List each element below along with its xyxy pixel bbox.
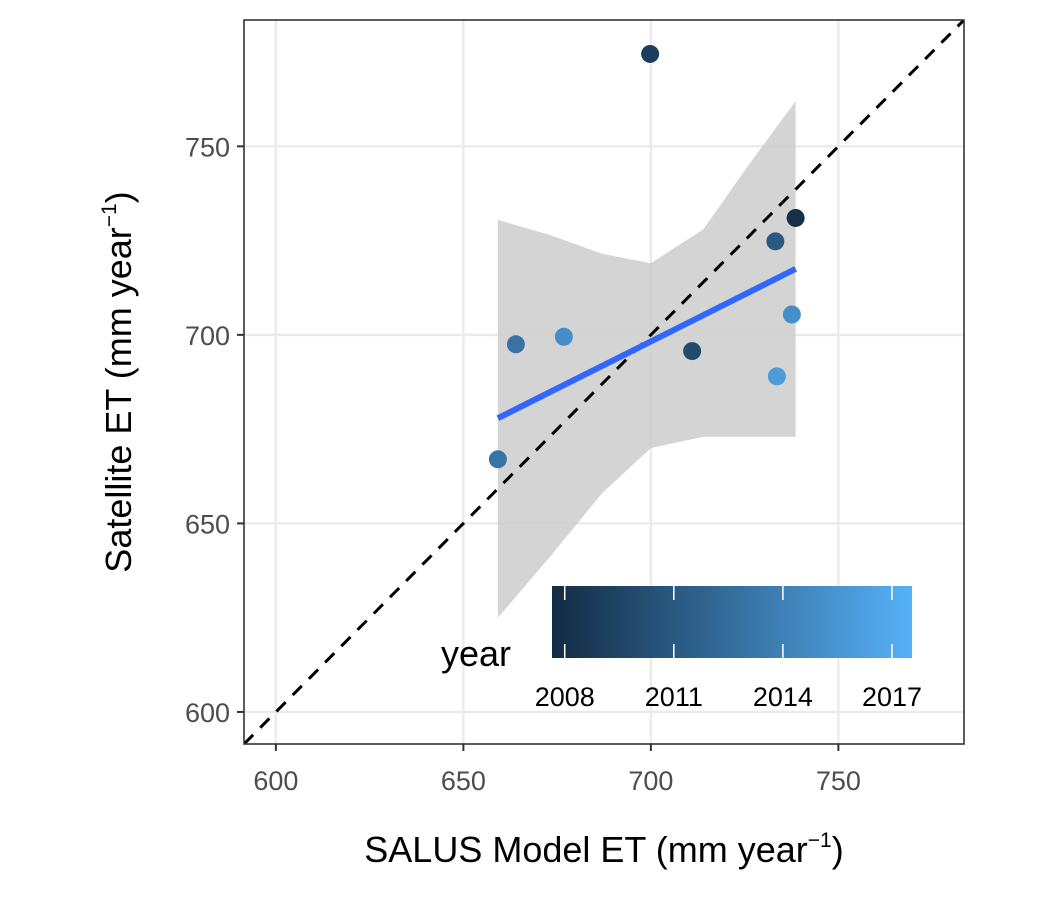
legend-tick-label: 2011 <box>645 682 703 712</box>
confidence-band-area <box>497 101 796 618</box>
x-tick-label: 600 <box>253 766 298 796</box>
data-points <box>488 44 805 469</box>
data-point <box>554 327 573 346</box>
y-axis-title: Satellite ET (mm year−1) <box>98 191 139 572</box>
axis-ticks: 600 650 700 750 600 650 700 750 <box>185 132 861 796</box>
legend-tick-label: 2017 <box>862 682 922 712</box>
y-axis-title-end: ) <box>98 191 139 203</box>
x-tick-label: 650 <box>441 766 486 796</box>
legend-colorbar <box>552 586 912 658</box>
x-tick-label: 750 <box>816 766 861 796</box>
y-tick-label: 600 <box>185 698 230 728</box>
data-point <box>641 44 660 63</box>
legend-ticks: 2008 2011 2014 2017 <box>535 586 922 712</box>
data-point <box>506 335 525 354</box>
y-tick-label: 650 <box>185 509 230 539</box>
data-point <box>683 342 702 361</box>
identity-line <box>244 20 964 744</box>
data-point <box>488 450 507 469</box>
data-point <box>767 367 786 386</box>
confidence-band <box>497 101 796 618</box>
identity-line-group <box>244 20 964 744</box>
legend-tick-label: 2014 <box>753 682 813 712</box>
regression-line-group <box>496 266 797 421</box>
x-axis-title: SALUS Model ET (mm year−1) <box>364 829 843 870</box>
regression-line <box>496 266 797 421</box>
x-tick-label: 700 <box>628 766 673 796</box>
data-point <box>786 208 805 227</box>
plot-panel-border <box>243 19 965 745</box>
x-axis-title-main: SALUS Model ET (mm year <box>364 829 807 870</box>
y-tick-label: 700 <box>185 321 230 351</box>
data-point <box>766 232 785 251</box>
legend-title: year <box>441 633 511 674</box>
legend-tick-label: 2008 <box>535 682 595 712</box>
y-tick-label: 750 <box>185 132 230 162</box>
data-point <box>782 305 801 324</box>
y-axis-title-sup: −1 <box>98 203 121 227</box>
y-axis-title-main: Satellite ET (mm year <box>98 227 139 572</box>
x-axis-title-sup: −1 <box>808 829 832 852</box>
x-axis-title-end: ) <box>832 829 844 870</box>
year-legend: 2008 2011 2014 2017 year <box>441 586 922 712</box>
